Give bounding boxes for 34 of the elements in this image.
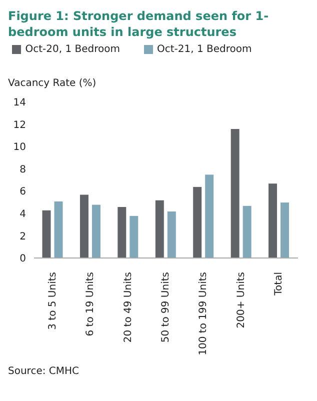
x-tick-label: 3 to 5 Units — [47, 272, 58, 330]
x-tick-label: Total — [274, 272, 285, 296]
bar — [230, 128, 240, 258]
x-tick-label: 20 to 49 Units — [122, 272, 134, 343]
bar — [280, 202, 290, 258]
bar — [129, 215, 139, 258]
y-tick-label: 6 — [20, 186, 26, 198]
bar — [242, 205, 252, 258]
chart-title: Figure 1: Stronger demand seen for 1-bedroom units in large structures — [8, 8, 270, 40]
y-tick-label: 14 — [13, 98, 26, 109]
y-tick-label: 4 — [20, 208, 26, 220]
x-tick-label: 100 to 199 Units — [198, 272, 210, 356]
bar — [117, 206, 127, 258]
source-note: Source: CMHC — [8, 366, 80, 377]
bar — [166, 210, 176, 258]
bar — [91, 204, 101, 258]
bar — [204, 174, 214, 258]
legend-label: Oct-20, 1 Bedroom — [25, 44, 120, 55]
bar — [268, 183, 278, 258]
bar — [192, 186, 202, 258]
y-tick-label: 0 — [20, 254, 26, 265]
y-tick-label: 2 — [20, 231, 26, 242]
bar — [154, 200, 164, 258]
y-tick-label: 10 — [13, 142, 26, 154]
bar — [54, 200, 64, 258]
bar — [42, 210, 52, 258]
legend-label: Oct-21, 1 Bedroom — [157, 44, 252, 55]
y-axis-title: Vacancy Rate (%) — [8, 78, 96, 89]
y-tick-label: 12 — [13, 120, 26, 131]
x-tick-label: 200+ Units — [236, 272, 247, 328]
x-tick-label: 50 to 99 Units — [160, 272, 172, 343]
y-tick-label: 8 — [20, 164, 26, 176]
x-tick-label: 6 to 19 Units — [85, 272, 96, 336]
bar — [79, 194, 89, 258]
